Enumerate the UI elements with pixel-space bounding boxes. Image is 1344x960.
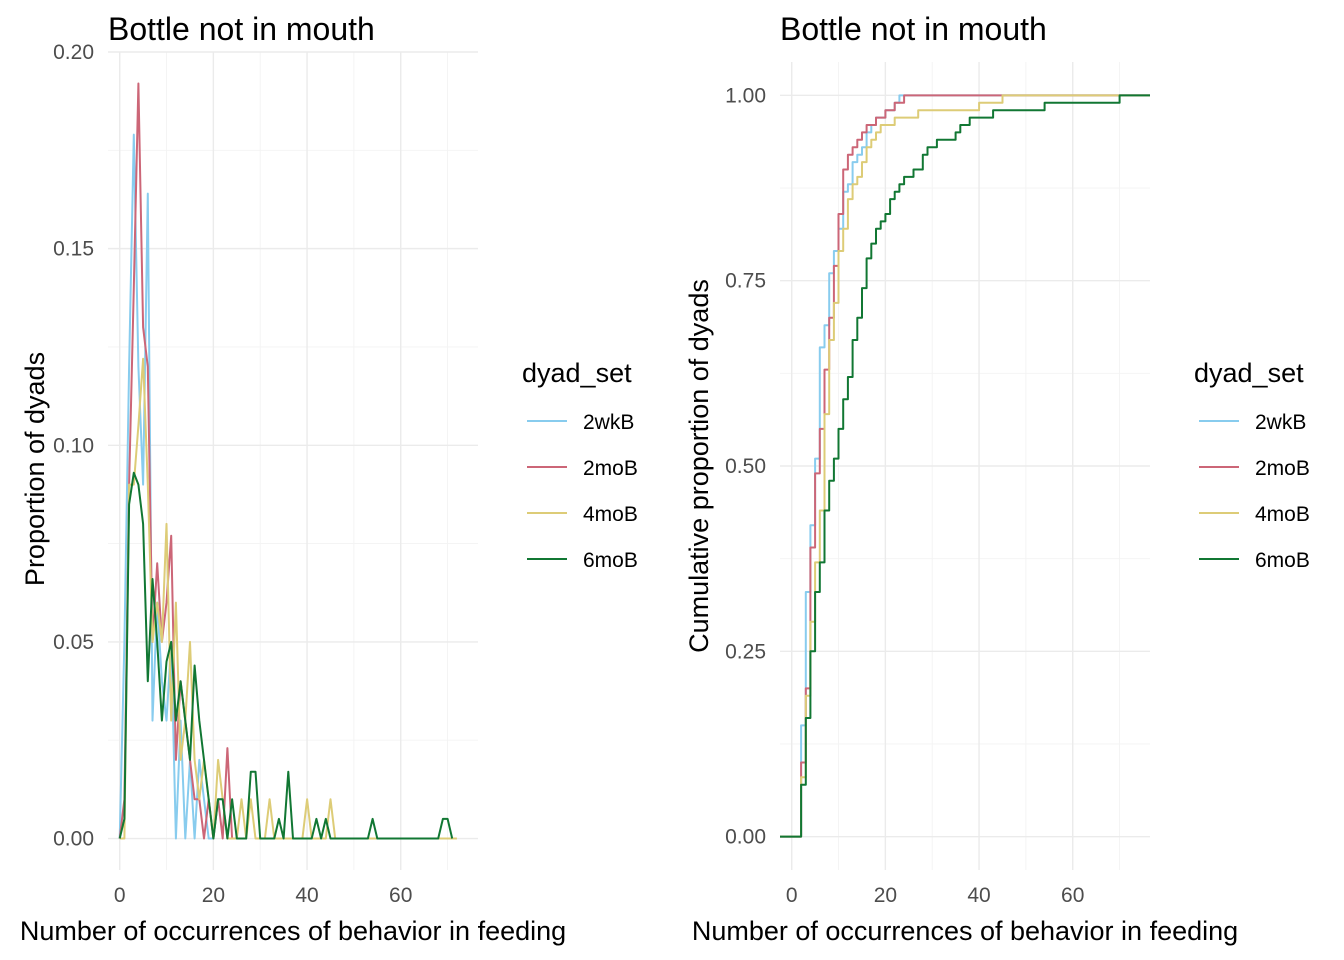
right-chart: 0 20 40 60 0.00 0.25 0.50 0.75 1.00 Bottle not in… (684, 11, 1310, 946)
left-y-tick-label: 0.05 (53, 631, 94, 654)
right-legend-label-6moB: 6moB (1255, 549, 1310, 572)
left-y-tick-label: 0.00 (53, 828, 94, 851)
right-y-axis-label: Cumulative proportion of dyads (684, 279, 714, 653)
right-series-line-4moB (780, 94, 1150, 838)
right-x-tick-label: 60 (1061, 884, 1084, 907)
left-x-tick-label: 0 (114, 884, 126, 907)
right-x-tick-label: 0 (786, 884, 798, 907)
right-series-line-2moB (780, 94, 1150, 838)
left-legend-label-6moB: 6moB (583, 549, 638, 572)
left-series-line-2wkB (118, 133, 229, 840)
left-y-tick-label: 0.10 (53, 434, 94, 457)
right-y-tick-label: 0.50 (725, 455, 766, 478)
left-y-tick-label: 0.20 (53, 41, 94, 64)
right-series-group (780, 94, 1150, 838)
right-y-tick-label: 0.00 (725, 826, 766, 849)
right-x-tick-label: 20 (874, 884, 897, 907)
left-legend-title: dyad_set (522, 358, 632, 388)
right-chart-title: Bottle not in mouth (780, 11, 1047, 47)
left-x-tick-label: 40 (295, 884, 318, 907)
left-x-axis-label: Number of occurrences of behavior in fee… (20, 916, 566, 946)
left-x-tick-label: 20 (202, 884, 225, 907)
right-legend-title: dyad_set (1194, 358, 1304, 388)
right-x-axis-label: Number of occurrences of behavior in fee… (692, 916, 1238, 946)
right-y-tick-label: 0.25 (725, 640, 766, 663)
left-x-tick-label: 60 (389, 884, 412, 907)
right-legend: dyad_set 2wkB 2moB 4moB 6moB (1194, 358, 1310, 572)
left-legend-label-2moB: 2moB (583, 457, 638, 480)
right-legend-label-2wkB: 2wkB (1255, 411, 1306, 434)
left-legend-label-2wkB: 2wkB (583, 411, 634, 434)
right-series-line-6moB (780, 94, 1150, 838)
right-y-tick-label: 1.00 (725, 84, 766, 107)
right-gridlines (780, 62, 1150, 870)
left-chart-title: Bottle not in mouth (108, 11, 375, 47)
right-y-tick-label: 0.75 (725, 270, 766, 293)
left-series-group (118, 82, 457, 840)
right-legend-label-4moB: 4moB (1255, 503, 1310, 526)
right-x-tick-label: 40 (967, 884, 990, 907)
left-y-axis-label: Proportion of dyads (20, 352, 50, 586)
left-legend-label-4moB: 4moB (583, 503, 638, 526)
left-gridlines (108, 51, 478, 870)
right-legend-label-2moB: 2moB (1255, 457, 1310, 480)
left-series-line-6moB (118, 471, 454, 840)
left-chart: 0 20 40 60 0.00 0.05 0.10 0.15 0.20 Bottle not in… (20, 11, 638, 946)
left-series-line-4moB (119, 357, 457, 840)
left-y-tick-label: 0.15 (53, 238, 94, 261)
left-legend: dyad_set 2wkB 2moB 4moB 6moB (522, 358, 638, 572)
